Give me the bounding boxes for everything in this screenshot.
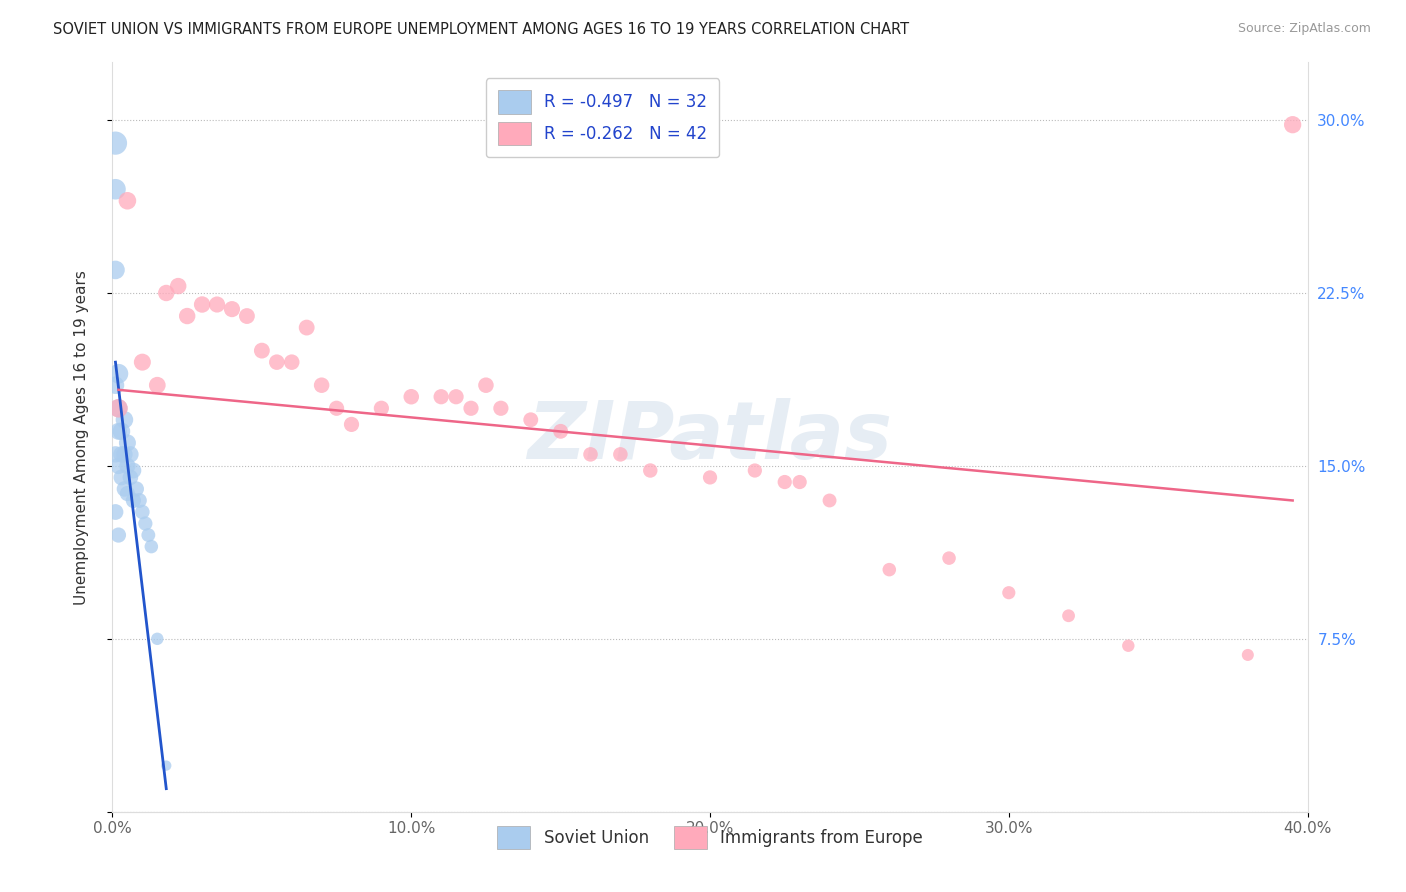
Point [131, 355, 153, 369]
Point [550, 425, 572, 439]
Point [117, 458, 139, 473]
Point [107, 458, 129, 473]
Point [295, 320, 318, 334]
Point [460, 401, 482, 416]
Point [325, 401, 347, 416]
Point [107, 528, 129, 542]
Point [134, 516, 156, 531]
Point [107, 401, 129, 416]
Point [125, 482, 148, 496]
Point [340, 417, 363, 432]
Point [146, 632, 169, 646]
Point [114, 413, 135, 427]
Point [370, 401, 392, 416]
Point [609, 447, 631, 461]
Legend: Soviet Union, Immigrants from Europe: Soviet Union, Immigrants from Europe [491, 819, 929, 855]
Point [110, 447, 132, 461]
Text: ZIPatlas: ZIPatlas [527, 398, 893, 476]
Point [520, 413, 543, 427]
Point [401, 390, 423, 404]
Point [191, 297, 214, 311]
Point [879, 563, 901, 577]
Point [122, 463, 145, 477]
Point [104, 378, 127, 392]
Point [107, 367, 129, 381]
Point [120, 447, 142, 461]
Point [110, 425, 132, 439]
Point [128, 493, 150, 508]
Point [266, 355, 288, 369]
Point [120, 470, 142, 484]
Text: Source: ZipAtlas.com: Source: ZipAtlas.com [1237, 22, 1371, 36]
Point [107, 425, 129, 439]
Point [107, 401, 129, 416]
Point [640, 463, 662, 477]
Point [167, 279, 190, 293]
Point [122, 493, 145, 508]
Point [131, 505, 153, 519]
Point [141, 540, 163, 554]
Point [236, 309, 259, 323]
Point [117, 194, 139, 208]
Point [579, 447, 602, 461]
Point [155, 285, 177, 300]
Point [104, 136, 127, 150]
Point [114, 482, 135, 496]
Point [938, 551, 960, 566]
Point [281, 355, 304, 369]
Point [489, 401, 512, 416]
Point [444, 390, 467, 404]
Point [1118, 639, 1140, 653]
Y-axis label: Unemployment Among Ages 16 to 19 years: Unemployment Among Ages 16 to 19 years [75, 269, 89, 605]
Point [114, 447, 135, 461]
Point [1237, 648, 1260, 662]
Point [146, 378, 169, 392]
Point [430, 390, 453, 404]
Point [104, 263, 127, 277]
Point [110, 470, 132, 484]
Point [1057, 608, 1080, 623]
Point [475, 378, 498, 392]
Point [998, 585, 1021, 599]
Point [205, 297, 228, 311]
Point [250, 343, 273, 358]
Point [699, 470, 721, 484]
Point [1281, 118, 1303, 132]
Point [773, 475, 796, 489]
Text: SOVIET UNION VS IMMIGRANTS FROM EUROPE UNEMPLOYMENT AMONG AGES 16 TO 19 YEARS CO: SOVIET UNION VS IMMIGRANTS FROM EUROPE U… [53, 22, 910, 37]
Point [155, 758, 177, 772]
Point [818, 493, 841, 508]
Point [221, 302, 243, 317]
Point [104, 447, 127, 461]
Point [138, 528, 160, 542]
Point [744, 463, 766, 477]
Point [104, 182, 127, 196]
Point [117, 486, 139, 500]
Point [789, 475, 811, 489]
Point [117, 435, 139, 450]
Point [176, 309, 198, 323]
Point [311, 378, 333, 392]
Point [104, 505, 127, 519]
